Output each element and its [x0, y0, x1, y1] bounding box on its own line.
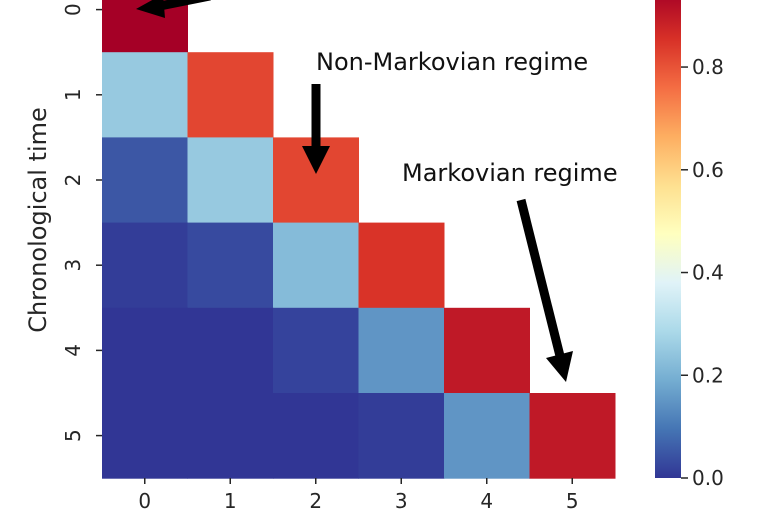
- x-tick-label: 1: [224, 489, 237, 512]
- colorbar-tick-label: 0.4: [692, 261, 724, 285]
- x-tick-label: 0: [138, 489, 151, 512]
- heatmap-cell-r4-c2: [273, 307, 359, 394]
- heatmap-cell-r5-c0: [102, 393, 188, 479]
- heatmap-cell-r3-c2: [273, 222, 359, 309]
- annotation-non-markovian: Non-Markovian regime: [316, 48, 588, 76]
- y-axis-ticks: 0 1 2 3 4 5: [61, 3, 102, 442]
- colorbar-tick-label: 0.6: [692, 158, 724, 182]
- colorbar-tick-label: 0.2: [692, 363, 724, 387]
- heatmap-cell-r4-c3: [358, 307, 445, 394]
- heatmap-cell-r4-c4: [444, 307, 530, 394]
- heatmap-cell-r2-c1: [187, 137, 274, 224]
- y-tick-label: 4: [61, 344, 85, 357]
- heatmap-cell-r3-c0: [102, 222, 188, 309]
- non-markovian-arrow: [302, 84, 330, 174]
- x-tick-label: 4: [480, 489, 493, 512]
- heatmap-cell-r5-c5: [529, 393, 616, 479]
- heatmap-cell-r4-c0: [102, 307, 188, 394]
- y-tick-label: 3: [61, 259, 85, 272]
- heatmap-cell-r5-c4: [444, 393, 530, 479]
- y-tick-label: 1: [61, 88, 85, 101]
- colorbar-tick-label: 0.0: [692, 466, 724, 490]
- heatmap-cell-r1-c1: [187, 52, 274, 138]
- top-arrow: [136, 0, 211, 18]
- heatmap-cell-r3-c3: [358, 222, 445, 309]
- y-tick-label: 2: [61, 174, 85, 187]
- heatmap-cell-r4-c1: [187, 307, 274, 394]
- x-tick-label: 5: [566, 489, 579, 512]
- heatmap-cell-r5-c2: [273, 393, 359, 479]
- x-tick-label: 2: [309, 489, 322, 512]
- y-axis-title: Chronological time: [24, 107, 52, 333]
- markovian-arrow: [516, 198, 573, 382]
- colorbar-ticks: 0.0 0.2 0.4 0.6 0.8: [681, 55, 724, 490]
- colorbar: [655, 0, 681, 478]
- x-axis-ticks: 0 1 2 3 4 5: [138, 478, 579, 512]
- y-tick-label: 0: [61, 3, 85, 16]
- heatmap-cells: [102, 0, 616, 479]
- heatmap-cell-r1-c0: [102, 52, 188, 138]
- x-tick-label: 3: [395, 489, 408, 512]
- heatmap-cell-r2-c0: [102, 137, 188, 224]
- heatmap-cell-r3-c1: [187, 222, 274, 309]
- heatmap-cell-r5-c3: [358, 393, 445, 479]
- annotation-markovian: Markovian regime: [402, 159, 618, 187]
- y-tick-label: 5: [61, 429, 85, 442]
- heatmap-cell-r5-c1: [187, 393, 274, 479]
- colorbar-tick-label: 0.8: [692, 55, 724, 79]
